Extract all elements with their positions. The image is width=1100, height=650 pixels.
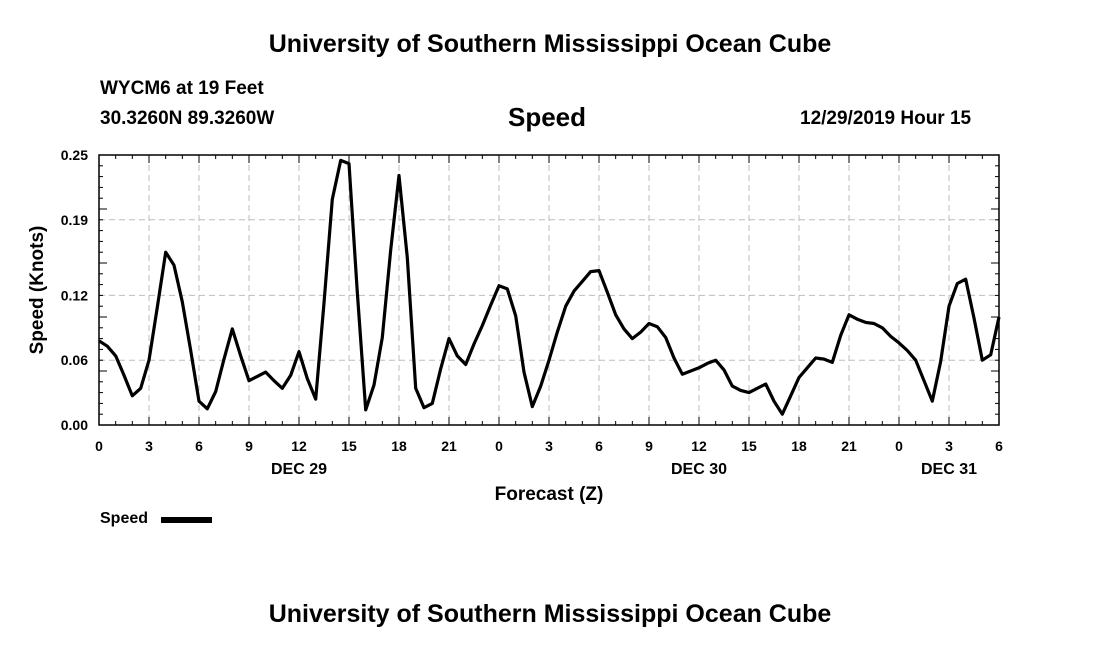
x-tick-label: 12 xyxy=(691,438,707,454)
date-label: DEC 30 xyxy=(671,461,727,478)
y-tick-label: 0.06 xyxy=(61,352,88,368)
date-label: DEC 31 xyxy=(921,461,977,478)
x-tick-label: 6 xyxy=(995,438,1003,454)
legend-label: Speed xyxy=(100,510,149,527)
station-name: WYCM6 at 19 Feet xyxy=(100,78,264,99)
x-tick-label: 0 xyxy=(895,438,903,454)
x-tick-label: 15 xyxy=(741,438,757,454)
x-tick-label: 12 xyxy=(291,438,307,454)
issued-timestamp: 12/29/2019 Hour 15 xyxy=(800,108,972,129)
x-tick-label: 18 xyxy=(791,438,807,454)
x-tick-label: 0 xyxy=(95,438,103,454)
x-tick-label: 0 xyxy=(495,438,503,454)
x-tick-label: 3 xyxy=(145,438,153,454)
x-axis-label: Forecast (Z) xyxy=(495,484,604,505)
y-tick-label: 0.25 xyxy=(61,147,88,163)
x-tick-label: 21 xyxy=(841,438,857,454)
x-tick-label: 15 xyxy=(341,438,357,454)
y-tick-label: 0.00 xyxy=(61,417,88,433)
speed-series-line xyxy=(98,158,1001,416)
date-label: DEC 29 xyxy=(271,461,327,478)
variable-title: Speed xyxy=(508,102,587,132)
footer-title: University of Southern Mississippi Ocean… xyxy=(268,600,832,628)
x-tick-label: 3 xyxy=(945,438,953,454)
y-tick-label: 0.19 xyxy=(61,212,88,228)
y-axis-label: Speed (Knots) xyxy=(27,226,48,355)
x-tick-label: 6 xyxy=(195,438,203,454)
station-location: 30.3260N 89.3260W xyxy=(100,108,275,129)
x-tick-label: 9 xyxy=(645,438,653,454)
x-tick-label: 3 xyxy=(545,438,553,454)
x-tick-label: 6 xyxy=(595,438,603,454)
x-tick-label: 9 xyxy=(245,438,253,454)
y-tick-label: 0.12 xyxy=(61,287,88,303)
legend-line-swatch xyxy=(161,517,212,523)
page-title: University of Southern Mississippi Ocean… xyxy=(268,30,832,58)
x-tick-label: 21 xyxy=(441,438,457,454)
x-tick-label: 18 xyxy=(391,438,407,454)
